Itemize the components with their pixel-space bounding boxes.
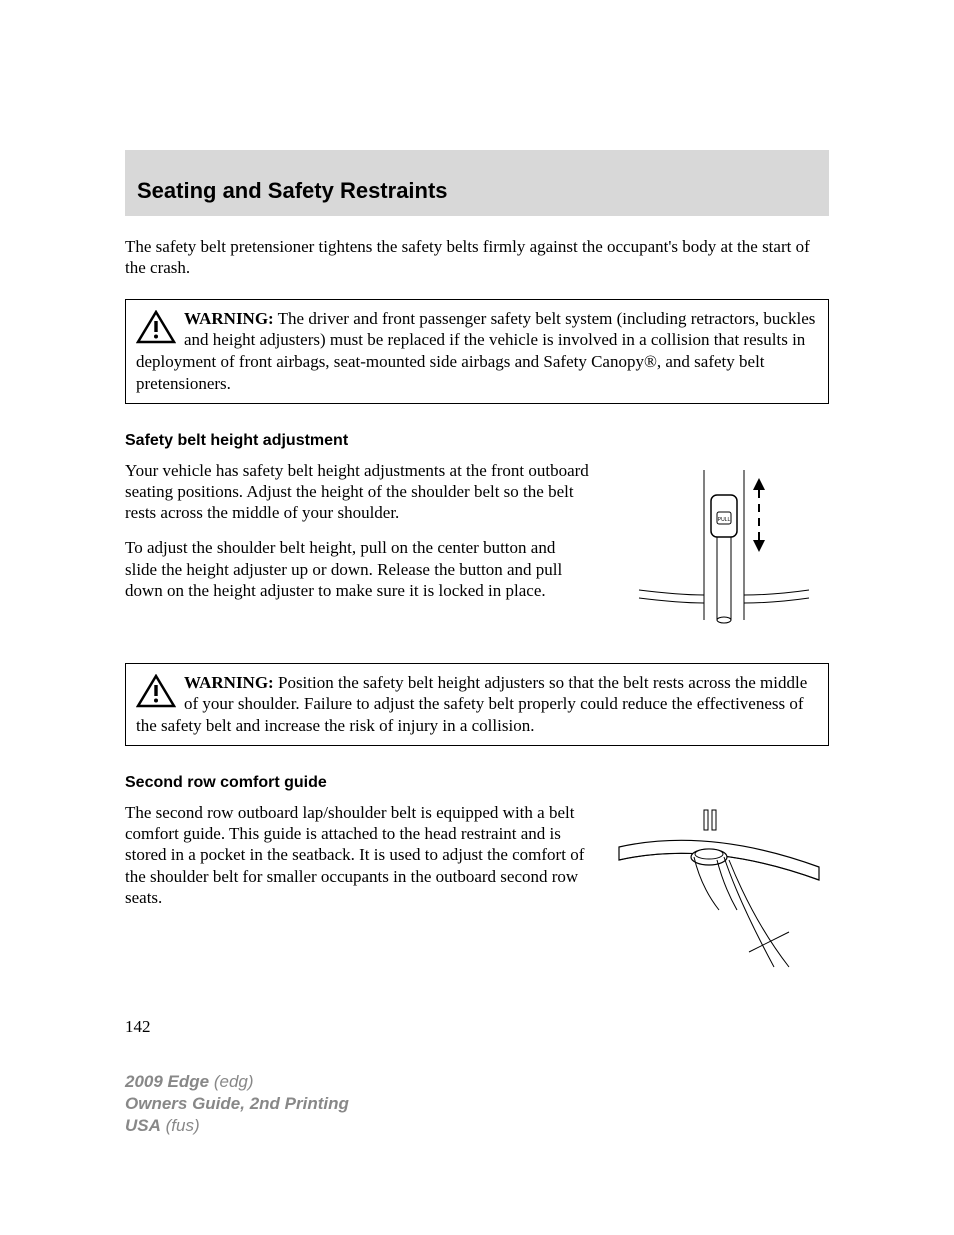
warning-box-1: WARNING: The driver and front passenger …	[125, 299, 829, 404]
page-number: 142	[125, 1017, 829, 1037]
section-title: Seating and Safety Restraints	[137, 178, 829, 204]
warning-icon	[136, 674, 176, 708]
intro-paragraph: The safety belt pretensioner tightens th…	[125, 236, 829, 279]
svg-text:PULL: PULL	[718, 517, 731, 523]
section-1-text: Your vehicle has safety belt height adju…	[125, 460, 589, 616]
section-2-row: The second row outboard lap/shoulder bel…	[125, 802, 829, 987]
warning-label: WARNING:	[184, 673, 274, 692]
footer-line-1: 2009 Edge (edg)	[125, 1071, 349, 1093]
warning-box-2: WARNING: Position the safety belt height…	[125, 663, 829, 746]
subheading-comfort-guide: Second row comfort guide	[125, 774, 829, 792]
section-2-para-1: The second row outboard lap/shoulder bel…	[125, 802, 589, 908]
section-1-para-2: To adjust the shoulder belt height, pull…	[125, 537, 589, 601]
section-header-bar: Seating and Safety Restraints	[125, 150, 829, 216]
section-2-text: The second row outboard lap/shoulder bel…	[125, 802, 589, 922]
subheading-safety-belt: Safety belt height adjustment	[125, 432, 829, 450]
belt-adjuster-illustration: PULL	[609, 460, 829, 645]
document-footer: 2009 Edge (edg) Owners Guide, 2nd Printi…	[125, 1071, 349, 1137]
warning-icon	[136, 310, 176, 344]
section-1-row: Your vehicle has safety belt height adju…	[125, 460, 829, 645]
section-1-para-1: Your vehicle has safety belt height adju…	[125, 460, 589, 524]
document-page: Seating and Safety Restraints The safety…	[0, 0, 954, 1037]
footer-line-3: USA (fus)	[125, 1115, 349, 1137]
comfort-guide-illustration	[609, 802, 829, 987]
footer-line-2: Owners Guide, 2nd Printing	[125, 1093, 349, 1115]
warning-label: WARNING:	[184, 309, 274, 328]
